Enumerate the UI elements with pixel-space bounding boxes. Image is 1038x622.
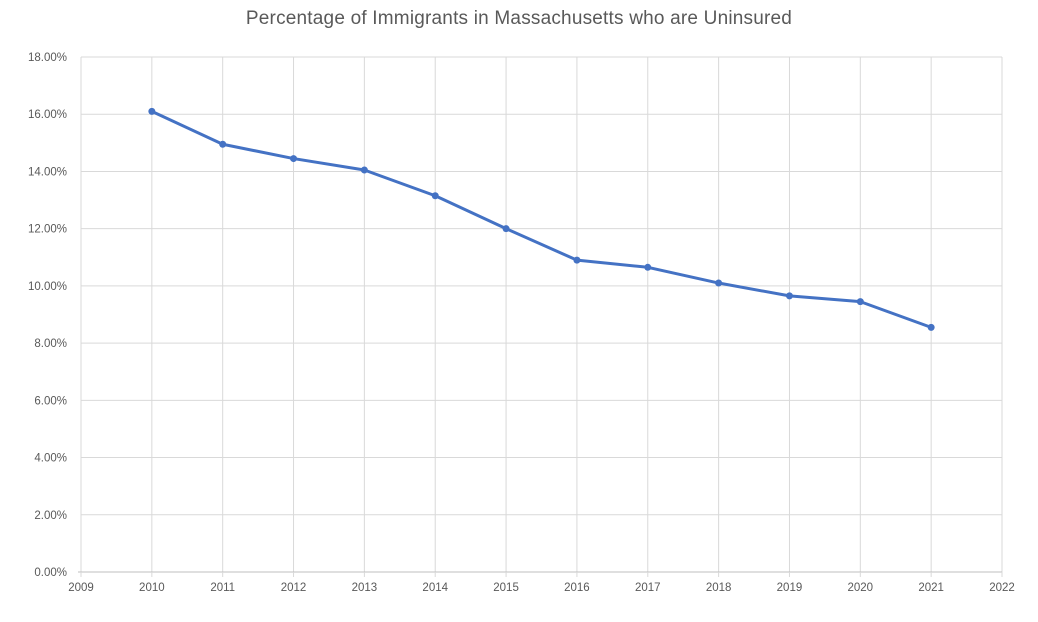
data-point [573,256,581,264]
data-line [150,109,933,329]
x-axis-tick-label: 2011 [210,582,235,594]
data-point [502,225,510,233]
x-axis-tick-label: 2016 [564,582,590,594]
y-axis-tick-label: 10.00% [28,281,67,293]
y-axis-tick-label: 16.00% [28,109,67,121]
x-axis-tick-label: 2014 [422,582,448,594]
x-axis-tick-label: 2019 [777,582,803,594]
data-point [360,166,368,174]
y-axis-tick-label: 0.00% [34,567,67,579]
data-point [290,155,298,163]
data-point [148,107,156,115]
data-point [785,292,793,300]
data-point [715,279,723,287]
y-axis-tick-label: 8.00% [34,338,67,350]
chart-title: Percentage of Immigrants in Massachusett… [245,8,793,29]
y-axis-tick-label: 12.00% [28,224,67,236]
y-axis-tick-label: 2.00% [34,510,67,522]
x-axis-tick-label: 2022 [989,582,1015,594]
x-axis-tick-label: 2013 [352,582,378,594]
y-axis-tick-label: 6.00% [34,395,67,407]
y-axis-tick-label: 14.00% [28,166,67,178]
x-axis-tick-label: 2009 [68,582,94,594]
data-point [927,323,935,331]
data-point [431,192,439,200]
x-axis-tick-label: 2012 [281,582,307,594]
data-point [644,263,652,271]
y-axis-tick-label: 18.00% [28,52,67,64]
x-axis-tick-label: 2010 [139,582,165,594]
x-axis-tick-label: 2017 [635,582,661,594]
x-axis-tick-label: 2021 [918,582,944,594]
x-axis-tick-label: 2018 [706,582,732,594]
data-point [219,140,227,148]
x-axis-tick-label: 2020 [848,582,874,594]
data-point [856,298,864,306]
x-axis-tick-label: 2015 [493,582,519,594]
y-axis-tick-label: 4.00% [34,453,67,465]
